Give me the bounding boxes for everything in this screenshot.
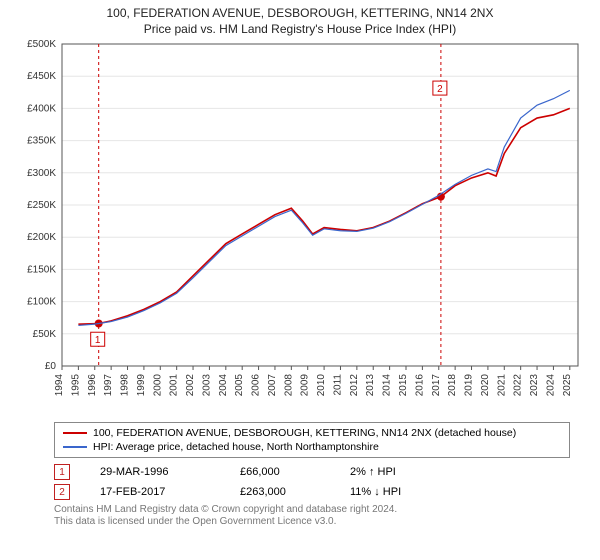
svg-text:2: 2 [437,84,443,95]
price-chart: £0 £50K £100K £150K £200K £250K £300K £350K £400… [10,36,590,416]
legend-item: HPI: Average price, detached house, Nort… [63,440,561,454]
svg-text:2011: 2011 [332,374,343,396]
svg-text:2001: 2001 [169,374,180,397]
svg-text:£450K: £450K [27,71,56,82]
event-date: 29-MAR-1996 [100,466,210,478]
svg-text:2021: 2021 [496,374,507,397]
svg-text:1996: 1996 [87,374,98,397]
legend-item: 100, FEDERATION AVENUE, DESBOROUGH, KETT… [63,426,561,440]
svg-text:1999: 1999 [136,374,147,397]
svg-text:£300K: £300K [27,168,56,179]
svg-text:£50K: £50K [33,329,57,340]
event-marker-icon: 1 [54,464,70,480]
legend-swatch [63,432,87,434]
event-row: 1 29-MAR-1996 £66,000 2% ↑ HPI [54,464,570,480]
footer-line-1: Contains HM Land Registry data © Crown c… [54,504,570,516]
svg-text:2007: 2007 [267,374,278,397]
svg-text:1997: 1997 [103,374,114,397]
svg-text:2022: 2022 [513,374,524,397]
svg-text:2017: 2017 [431,374,442,397]
svg-text:2010: 2010 [316,374,327,397]
event-marker-icon: 2 [54,484,70,500]
svg-text:1995: 1995 [70,374,81,397]
footer-line-2: This data is licensed under the Open Gov… [54,516,570,528]
title-line-2: Price paid vs. HM Land Registry's House … [10,22,590,36]
svg-text:2024: 2024 [545,374,556,397]
event-price: £66,000 [240,466,320,478]
svg-text:2016: 2016 [414,374,425,397]
svg-text:2023: 2023 [529,374,540,397]
event-row: 2 17-FEB-2017 £263,000 11% ↓ HPI [54,484,570,500]
svg-text:2018: 2018 [447,374,458,397]
svg-text:£200K: £200K [27,232,56,243]
chart-svg: £0 £50K £100K £150K £200K £250K £300K £350K £400… [10,36,590,414]
svg-text:2005: 2005 [234,374,245,397]
legend-label: 100, FEDERATION AVENUE, DESBOROUGH, KETT… [93,426,516,440]
svg-text:2013: 2013 [365,374,376,397]
svg-text:2002: 2002 [185,374,196,397]
svg-text:2014: 2014 [382,374,393,397]
svg-text:2006: 2006 [251,374,262,397]
legend: 100, FEDERATION AVENUE, DESBOROUGH, KETT… [54,422,570,458]
svg-text:2009: 2009 [300,374,311,397]
svg-text:£400K: £400K [27,103,56,114]
svg-text:2015: 2015 [398,374,409,397]
svg-text:1994: 1994 [54,374,65,397]
svg-text:2025: 2025 [562,374,573,397]
legend-swatch [63,446,87,448]
svg-text:1: 1 [95,335,101,346]
event-table: 1 29-MAR-1996 £66,000 2% ↑ HPI 2 17-FEB-… [54,464,570,500]
event-delta: 11% ↓ HPI [350,486,401,498]
event-delta: 2% ↑ HPI [350,466,396,478]
svg-text:2020: 2020 [480,374,491,397]
svg-text:2003: 2003 [201,374,212,397]
svg-text:£500K: £500K [27,39,56,50]
event-date: 17-FEB-2017 [100,486,210,498]
svg-text:£150K: £150K [27,264,56,275]
svg-text:1998: 1998 [120,374,131,397]
title-line-1: 100, FEDERATION AVENUE, DESBOROUGH, KETT… [10,6,590,20]
svg-text:£350K: £350K [27,136,56,147]
svg-text:2008: 2008 [283,374,294,397]
svg-text:£100K: £100K [27,297,56,308]
svg-text:£0: £0 [45,361,57,372]
footer: Contains HM Land Registry data © Crown c… [54,504,570,528]
svg-text:2012: 2012 [349,374,360,397]
legend-label: HPI: Average price, detached house, Nort… [93,440,379,454]
svg-text:2019: 2019 [464,374,475,397]
svg-text:2000: 2000 [152,374,163,397]
event-price: £263,000 [240,486,320,498]
svg-text:2004: 2004 [218,374,229,397]
svg-text:£250K: £250K [27,200,56,211]
